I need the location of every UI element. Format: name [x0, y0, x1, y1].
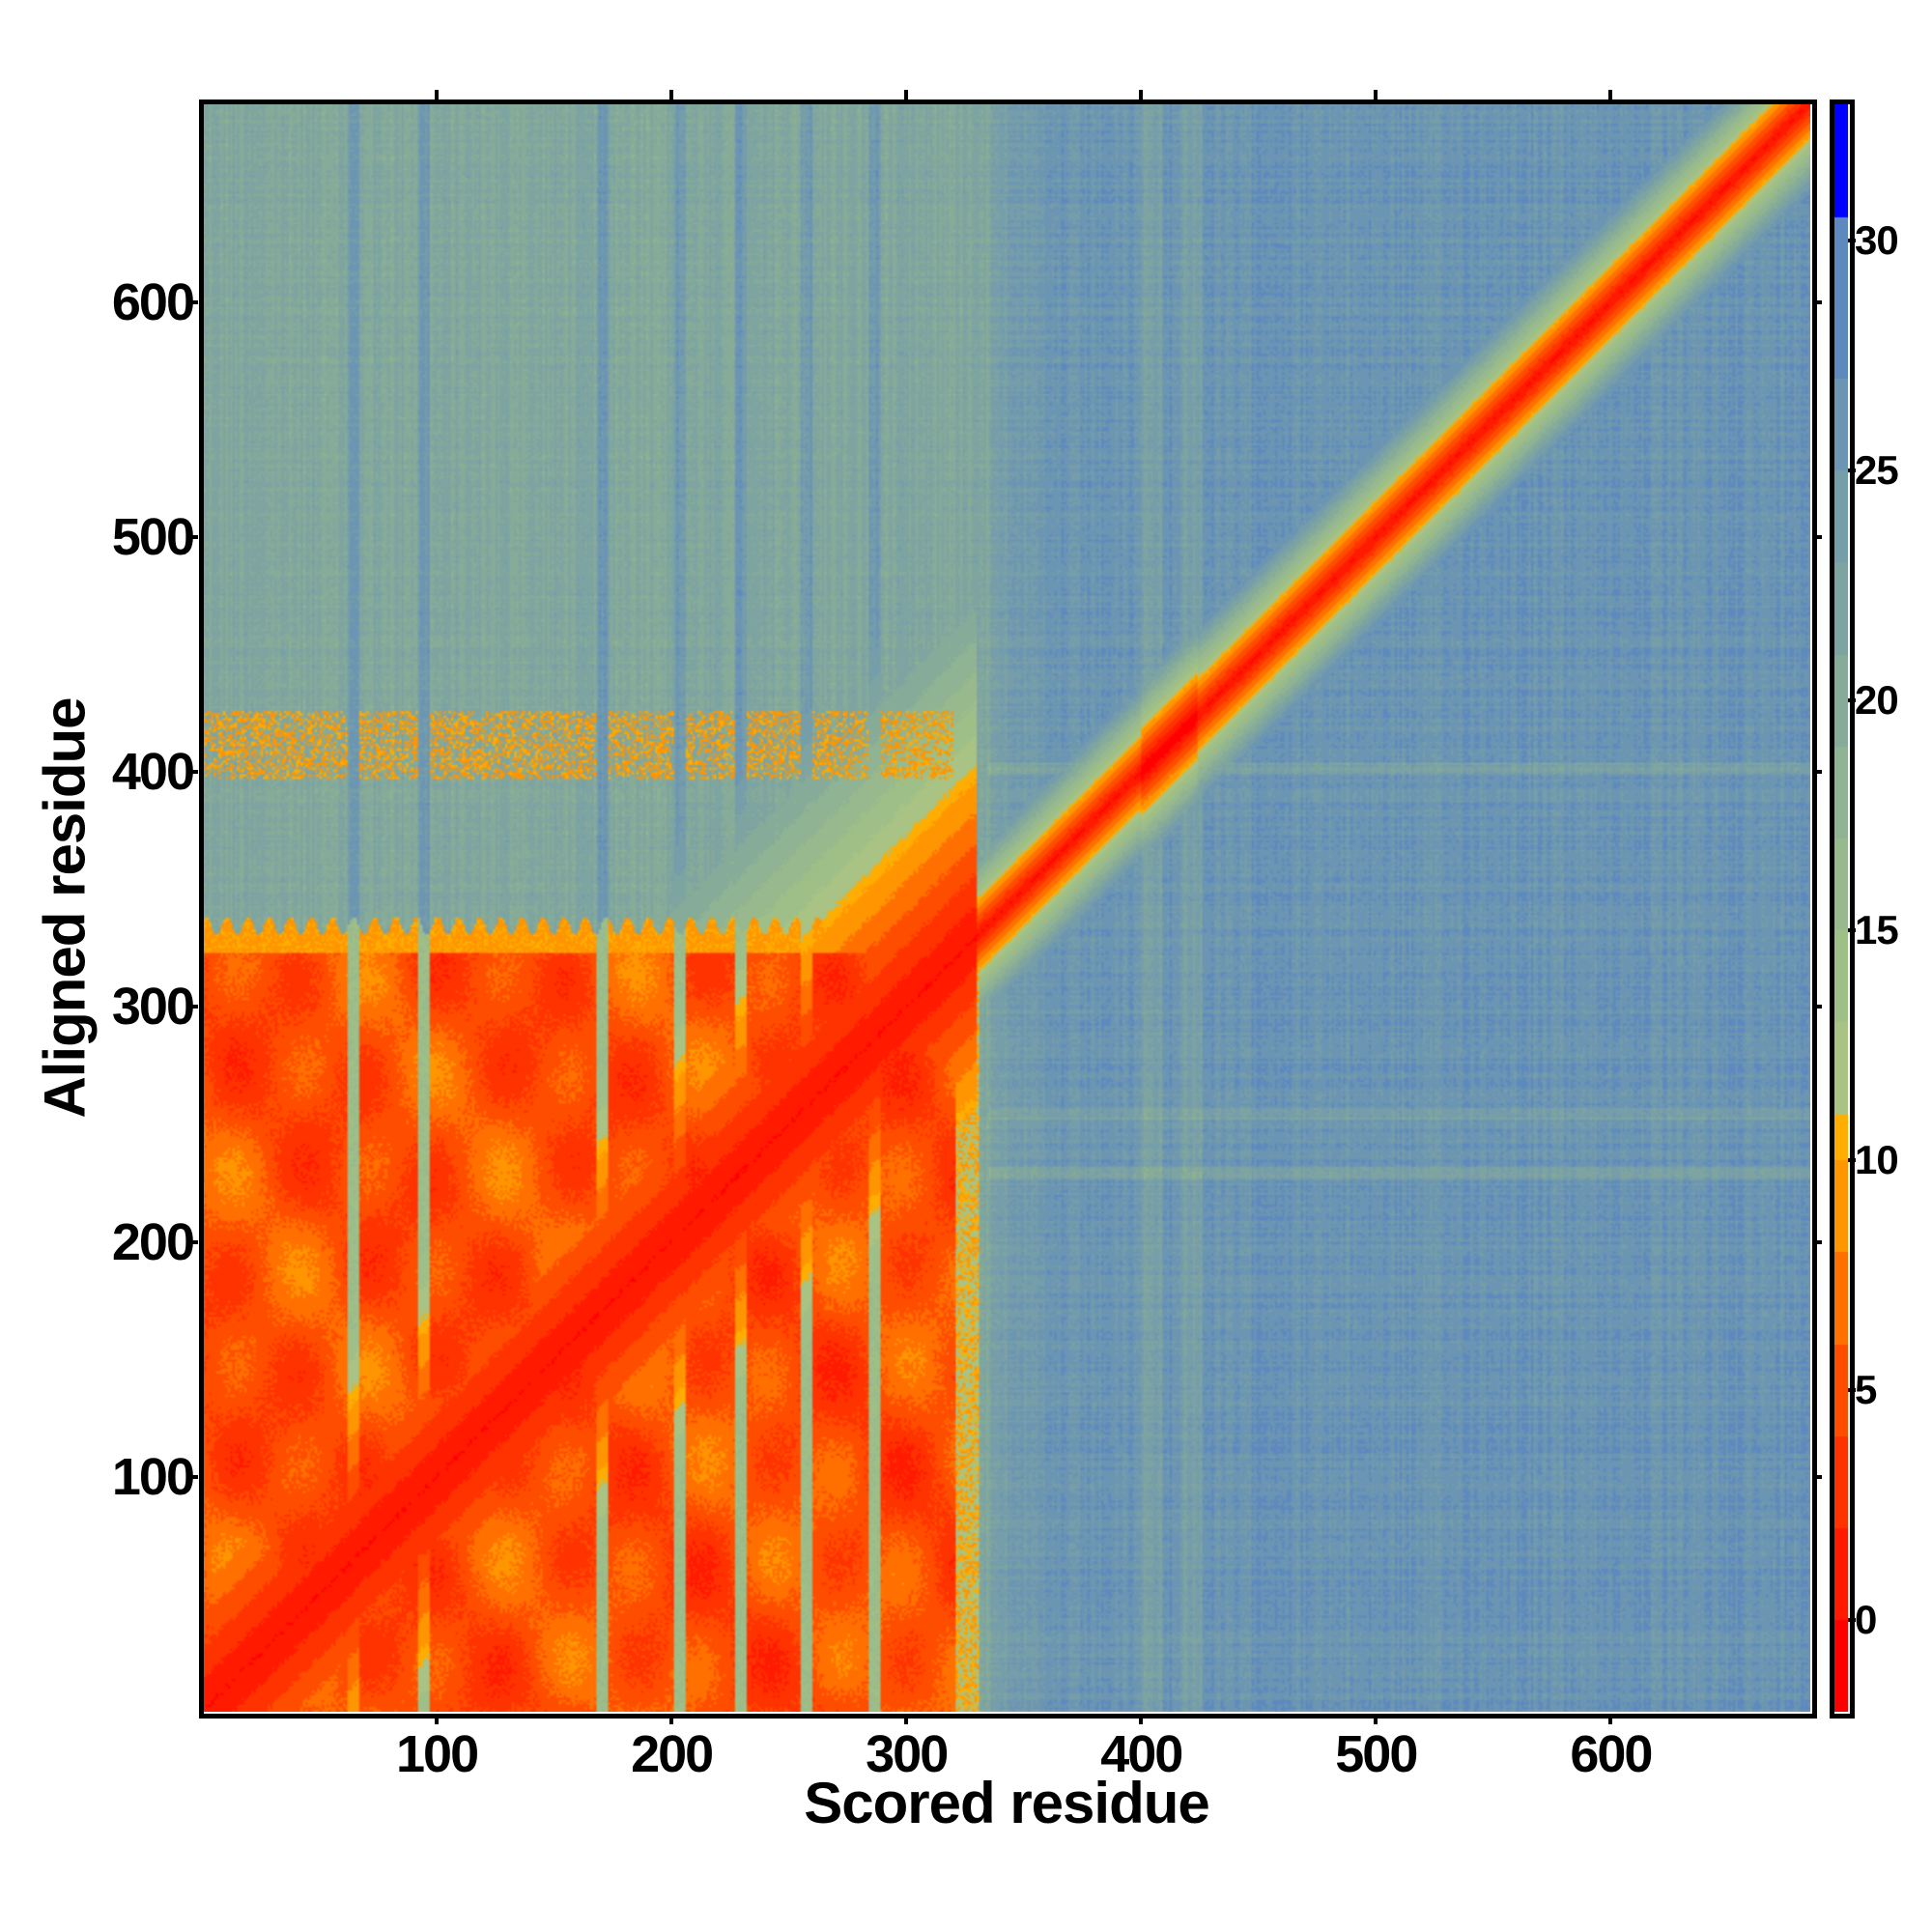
y-tick-mark-right: [1812, 534, 1822, 539]
x-tick-mark-top: [435, 90, 440, 99]
colorbar-tick-mark: [1848, 697, 1856, 702]
y-tick-label: 600: [111, 272, 195, 331]
colorbar: [1833, 102, 1848, 1712]
colorbar-tick-label: 5: [1855, 1366, 1877, 1412]
colorbar-tick-mark: [1848, 1157, 1856, 1162]
x-tick-mark-top: [1374, 90, 1378, 99]
x-tick-label: 500: [1335, 1725, 1418, 1783]
x-tick-label: 200: [631, 1725, 714, 1783]
x-tick-mark-top: [904, 90, 909, 99]
colorbar-tick-label: 0: [1855, 1596, 1877, 1642]
colorbar-tick-label: 25: [1855, 446, 1899, 493]
y-tick-mark-right: [1812, 1474, 1822, 1479]
y-tick-mark: [188, 1005, 198, 1009]
x-tick-label: 600: [1570, 1725, 1653, 1783]
x-tick-mark: [1608, 1715, 1613, 1724]
x-tick-mark-top: [1139, 90, 1144, 99]
x-tick-label: 300: [866, 1725, 949, 1783]
y-tick-mark: [188, 299, 198, 304]
colorbar-tick-mark: [1848, 1617, 1856, 1622]
colorbar-tick-label: 30: [1855, 216, 1899, 263]
y-tick-mark: [188, 1474, 198, 1479]
y-tick-mark-right: [1812, 299, 1822, 304]
colorbar-tick-mark: [1848, 468, 1856, 472]
x-tick-label: 100: [396, 1725, 479, 1783]
colorbar-tick-mark: [1848, 238, 1856, 242]
heatmap-canvas: [202, 102, 1810, 1712]
y-tick-label: 100: [111, 1447, 195, 1506]
x-tick-mark-top: [1608, 90, 1613, 99]
x-axis-label: Scored residue: [804, 1771, 1210, 1835]
colorbar-tick-label: 15: [1855, 906, 1899, 952]
y-tick-label: 300: [111, 978, 195, 1037]
y-tick-label: 500: [111, 507, 195, 566]
x-tick-mark: [904, 1715, 909, 1724]
y-tick-mark-right: [1812, 1239, 1822, 1244]
y-axis-label: Aligned residue: [32, 697, 98, 1119]
colorbar-frame: [1830, 99, 1855, 1719]
x-tick-label: 400: [1100, 1725, 1183, 1783]
x-tick-mark: [669, 1715, 674, 1724]
y-tick-mark: [188, 534, 198, 539]
y-tick-mark: [188, 770, 198, 775]
colorbar-tick-mark: [1848, 927, 1856, 932]
x-tick-mark: [435, 1715, 440, 1724]
y-tick-mark: [188, 1239, 198, 1244]
colorbar-tick-label: 20: [1855, 676, 1899, 723]
y-tick-label: 400: [111, 743, 195, 802]
y-tick-mark-right: [1812, 1005, 1822, 1009]
y-tick-mark-right: [1812, 770, 1822, 775]
x-tick-mark-top: [669, 90, 674, 99]
plot-frame: [199, 99, 1817, 1719]
x-tick-mark: [1139, 1715, 1144, 1724]
x-tick-mark: [1374, 1715, 1378, 1724]
y-tick-label: 200: [111, 1212, 195, 1271]
colorbar-tick-label: 10: [1855, 1136, 1899, 1182]
colorbar-tick-mark: [1848, 1387, 1856, 1392]
